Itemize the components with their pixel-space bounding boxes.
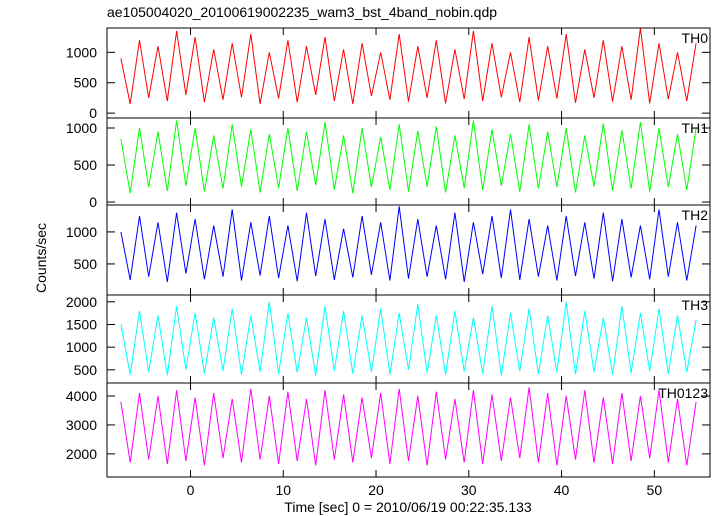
panel-frame xyxy=(106,204,711,296)
panel-label: TH1 xyxy=(682,120,709,136)
y-axis-label: Counts/sec xyxy=(33,223,49,293)
panel-label: TH0 xyxy=(682,30,709,46)
y-tick-label: 2000 xyxy=(66,446,97,462)
y-tick-label: 1000 xyxy=(66,339,97,355)
chart-title: ae105004020_20100619002235_wam3_bst_4ban… xyxy=(107,4,497,20)
x-axis-label: Time [sec] 0 = 2010/06/19 00:22:35.133 xyxy=(284,499,532,515)
x-tick-label: 0 xyxy=(187,482,195,498)
y-tick-label: 500 xyxy=(74,362,98,378)
panel-frame xyxy=(106,27,711,119)
data-line xyxy=(120,301,697,376)
x-tick-label: 20 xyxy=(368,482,384,498)
y-tick-label: 500 xyxy=(74,75,98,91)
x-tick-label: 10 xyxy=(275,482,291,498)
x-tick-label: 40 xyxy=(554,482,570,498)
y-tick-label: 1500 xyxy=(66,316,97,332)
y-tick-label: 0 xyxy=(89,105,97,121)
y-tick-label: 3000 xyxy=(66,417,97,433)
y-tick-label: 2000 xyxy=(66,294,97,310)
data-line xyxy=(120,120,697,194)
y-tick-label: 1000 xyxy=(66,44,97,60)
panel-label: TH2 xyxy=(682,207,709,223)
x-tick-label: 30 xyxy=(461,482,477,498)
panel-label: TH0123 xyxy=(658,385,708,401)
data-line xyxy=(120,206,697,282)
data-line xyxy=(120,27,697,105)
y-tick-label: 500 xyxy=(74,256,98,272)
panel-frame xyxy=(106,382,711,478)
y-tick-label: 0 xyxy=(89,194,97,210)
y-tick-label: 4000 xyxy=(66,388,97,404)
panel-frame xyxy=(106,117,711,206)
y-tick-label: 1000 xyxy=(66,120,97,136)
data-line xyxy=(120,387,697,466)
y-tick-label: 500 xyxy=(74,157,98,173)
y-tick-label: 1000 xyxy=(66,224,97,240)
x-tick-label: 50 xyxy=(647,482,663,498)
panel-label: TH3 xyxy=(682,297,709,313)
